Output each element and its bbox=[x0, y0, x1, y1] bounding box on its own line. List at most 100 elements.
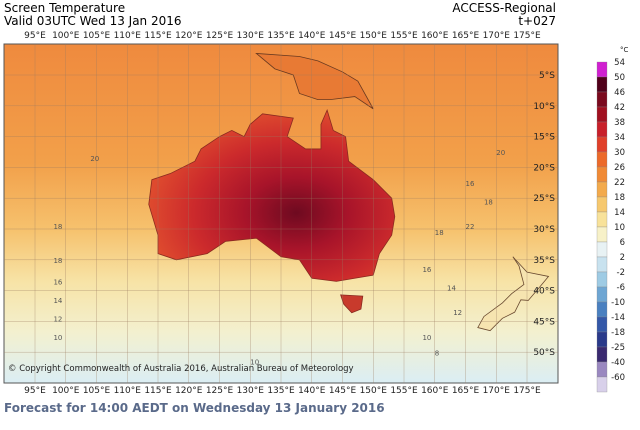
legend-swatch bbox=[596, 301, 608, 318]
lon-label: 165°E bbox=[452, 31, 480, 41]
legend-label: 10 bbox=[614, 223, 625, 233]
lon-label: 130°E bbox=[237, 31, 265, 41]
lat-label: 15°S bbox=[533, 133, 555, 143]
lon-label: 95°E bbox=[24, 386, 46, 396]
lon-label: 160°E bbox=[421, 31, 449, 41]
lat-label: 50°S bbox=[533, 348, 555, 358]
map: 95°E95°E100°E100°E105°E105°E110°E110°E11… bbox=[4, 31, 558, 396]
legend-label: 46 bbox=[614, 88, 625, 98]
contour-label: 18 bbox=[484, 198, 493, 206]
lon-label: 95°E bbox=[24, 31, 46, 41]
contour-label: 10 bbox=[250, 359, 259, 367]
lon-label: 145°E bbox=[329, 31, 357, 41]
legend-label: -60 bbox=[611, 373, 625, 383]
lon-label: 135°E bbox=[267, 31, 295, 41]
legend-label: 6 bbox=[620, 238, 625, 248]
contour-label: 20 bbox=[496, 149, 505, 157]
valid-time: Valid 03UTC Wed 13 Jan 2016 bbox=[4, 14, 182, 28]
legend-swatch bbox=[596, 136, 608, 153]
tasmania bbox=[340, 294, 364, 314]
legend-label: -10 bbox=[611, 298, 625, 308]
legend-swatch bbox=[596, 316, 608, 333]
legend-label: 22 bbox=[614, 178, 625, 188]
legend-label: 50 bbox=[614, 73, 625, 83]
model: ACCESS-Regional bbox=[452, 1, 556, 15]
lon-label: 155°E bbox=[390, 386, 418, 396]
legend-swatch bbox=[596, 241, 608, 258]
lon-label: 150°E bbox=[360, 386, 388, 396]
lon-label: 130°E bbox=[237, 386, 265, 396]
legend-label: -6 bbox=[617, 283, 625, 293]
lat-label: 40°S bbox=[533, 287, 555, 297]
contour-label: 14 bbox=[447, 285, 456, 293]
lon-label: 125°E bbox=[206, 31, 234, 41]
lon-label: 110°E bbox=[114, 31, 142, 41]
legend-label: 26 bbox=[614, 163, 625, 173]
legend-swatch bbox=[596, 376, 608, 393]
legend-unit: °C bbox=[620, 46, 629, 54]
legend-swatch bbox=[596, 361, 608, 378]
legend-label: 38 bbox=[614, 118, 625, 128]
legend-label: 30 bbox=[614, 148, 625, 158]
lon-label: 145°E bbox=[329, 386, 357, 396]
copyright: © Copyright Commonwealth of Australia 20… bbox=[8, 364, 354, 374]
legend-swatch bbox=[596, 61, 608, 78]
legend-label: 14 bbox=[614, 208, 625, 218]
legend-label: -40 bbox=[611, 358, 625, 368]
lon-label: 120°E bbox=[175, 386, 203, 396]
legend-label: 42 bbox=[614, 103, 625, 113]
lat-label: 25°S bbox=[533, 194, 555, 204]
lon-label: 125°E bbox=[206, 386, 234, 396]
legend-label: 54 bbox=[614, 58, 625, 68]
lon-label: 120°E bbox=[175, 31, 203, 41]
legend-label: 34 bbox=[614, 133, 625, 143]
legend-swatch bbox=[596, 76, 608, 93]
lon-label: 140°E bbox=[298, 386, 326, 396]
contour-label: 22 bbox=[466, 223, 475, 231]
lat-label: 10°S bbox=[533, 102, 555, 112]
lon-label: 100°E bbox=[52, 386, 80, 396]
legend-swatch bbox=[596, 256, 608, 273]
legend-swatch bbox=[596, 211, 608, 228]
contour-label: 16 bbox=[422, 266, 431, 274]
contour-label: 10 bbox=[422, 334, 431, 342]
legend-swatch bbox=[596, 271, 608, 288]
lon-label: 135°E bbox=[267, 386, 295, 396]
legend-label: 2 bbox=[620, 253, 625, 263]
lat-label: 20°S bbox=[533, 163, 555, 173]
contour-label: 18 bbox=[53, 223, 62, 231]
lat-label: 30°S bbox=[533, 225, 555, 235]
lat-label: 35°S bbox=[533, 256, 555, 266]
legend-swatch bbox=[596, 196, 608, 213]
contour-label: 18 bbox=[53, 257, 62, 265]
lon-label: 165°E bbox=[452, 386, 480, 396]
legend-label: -25 bbox=[611, 343, 625, 353]
legend-swatch bbox=[596, 226, 608, 243]
lon-label: 175°E bbox=[513, 386, 541, 396]
title: Screen Temperature bbox=[4, 1, 125, 15]
lat-label: 5°S bbox=[539, 71, 555, 81]
contour-label: 18 bbox=[435, 229, 444, 237]
lon-label: 170°E bbox=[483, 386, 511, 396]
legend-swatch bbox=[596, 286, 608, 303]
contour-label: 20 bbox=[90, 155, 99, 163]
contour-label: 8 bbox=[435, 349, 439, 357]
legend-swatch bbox=[596, 151, 608, 168]
lon-label: 160°E bbox=[421, 386, 449, 396]
legend-label: 18 bbox=[614, 193, 625, 203]
lon-label: 100°E bbox=[52, 31, 80, 41]
lon-label: 115°E bbox=[144, 386, 172, 396]
legend-swatch bbox=[596, 331, 608, 348]
legend: °C 54 50 46 42 38 34 30 26 22 18 14 10 6 2 -2 -6 -10 -14 -1… bbox=[596, 46, 629, 393]
lat-label: 45°S bbox=[533, 317, 555, 327]
contour-label: 12 bbox=[453, 309, 462, 317]
lon-label: 110°E bbox=[114, 386, 142, 396]
lon-label: 175°E bbox=[513, 31, 541, 41]
legend-swatch bbox=[596, 346, 608, 363]
lon-label: 155°E bbox=[390, 31, 418, 41]
contour-label: 14 bbox=[53, 297, 62, 305]
lon-label: 140°E bbox=[298, 31, 326, 41]
legend-label: -18 bbox=[611, 328, 625, 338]
legend-swatch bbox=[596, 121, 608, 138]
